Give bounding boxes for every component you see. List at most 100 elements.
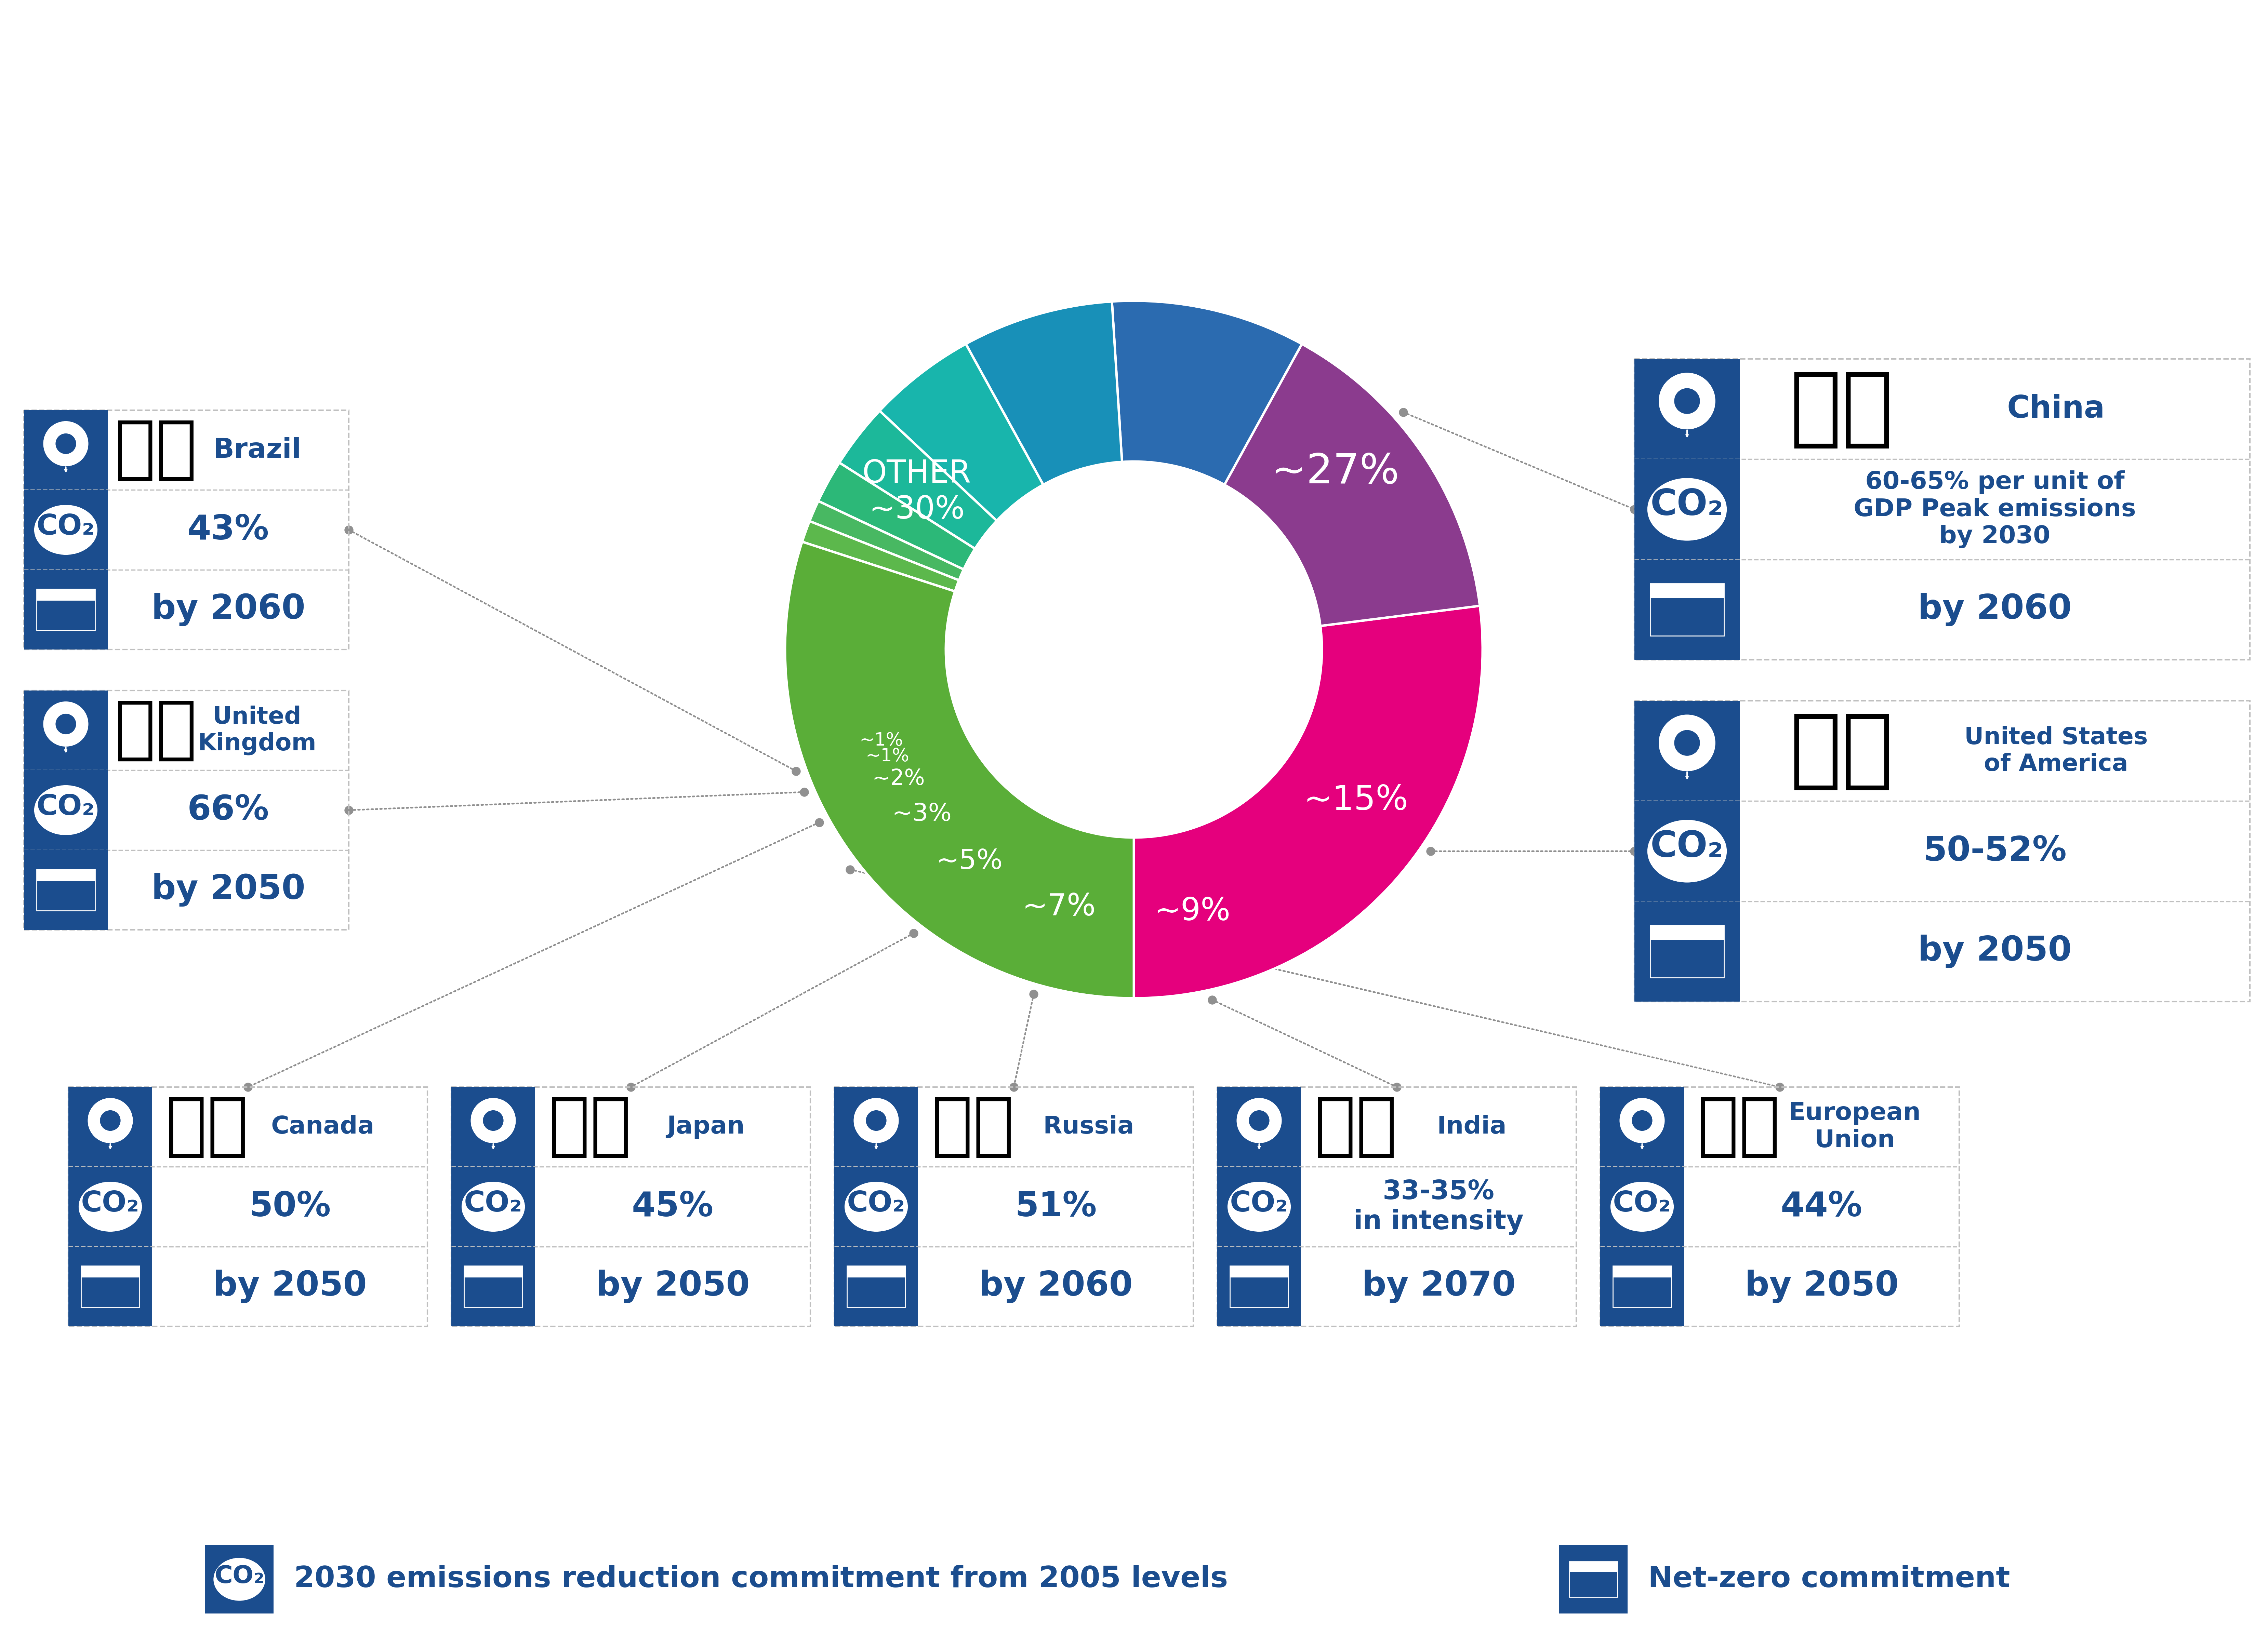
- FancyBboxPatch shape: [204, 1546, 274, 1613]
- Ellipse shape: [213, 1559, 265, 1600]
- FancyBboxPatch shape: [846, 1266, 905, 1307]
- Text: China: China: [2007, 394, 2105, 425]
- FancyBboxPatch shape: [1229, 1266, 1288, 1307]
- Circle shape: [1250, 1111, 1270, 1131]
- Text: Canada: Canada: [272, 1114, 374, 1139]
- Text: Brazil: Brazil: [213, 436, 302, 464]
- FancyBboxPatch shape: [68, 1167, 152, 1247]
- Text: United
Kingdom: United Kingdom: [197, 706, 318, 755]
- Text: ~5%: ~5%: [937, 848, 1002, 874]
- Text: CO₂: CO₂: [1651, 830, 1724, 864]
- Circle shape: [43, 701, 88, 747]
- Circle shape: [1633, 1111, 1651, 1131]
- Text: CO₂: CO₂: [36, 513, 95, 541]
- Wedge shape: [819, 462, 975, 569]
- Text: CO₂: CO₂: [82, 1190, 138, 1217]
- FancyBboxPatch shape: [1635, 801, 1740, 902]
- FancyBboxPatch shape: [25, 410, 107, 490]
- Wedge shape: [803, 521, 959, 592]
- Text: ~27%: ~27%: [1270, 453, 1399, 492]
- Text: CO₂: CO₂: [36, 792, 95, 820]
- Text: 🇬🇧: 🇬🇧: [116, 698, 197, 763]
- FancyBboxPatch shape: [82, 1266, 141, 1307]
- Ellipse shape: [34, 505, 98, 554]
- Ellipse shape: [1227, 1181, 1290, 1232]
- FancyBboxPatch shape: [1613, 1266, 1672, 1307]
- Circle shape: [88, 1098, 132, 1142]
- FancyBboxPatch shape: [25, 490, 107, 570]
- FancyBboxPatch shape: [835, 1087, 919, 1167]
- Text: 🇪🇺: 🇪🇺: [1699, 1093, 1780, 1160]
- Text: CO₂: CO₂: [1651, 489, 1724, 523]
- FancyBboxPatch shape: [68, 1087, 152, 1167]
- FancyBboxPatch shape: [1635, 902, 1740, 1002]
- Text: 50%: 50%: [249, 1190, 331, 1224]
- FancyBboxPatch shape: [1601, 1167, 1683, 1247]
- Circle shape: [1674, 730, 1699, 755]
- Text: 🇯🇵: 🇯🇵: [549, 1093, 631, 1160]
- Text: by 2050: by 2050: [213, 1270, 367, 1304]
- FancyBboxPatch shape: [1635, 459, 1740, 559]
- Circle shape: [1658, 714, 1715, 771]
- Text: Japan: Japan: [667, 1114, 744, 1139]
- Circle shape: [1674, 389, 1699, 413]
- Text: ~2%: ~2%: [873, 768, 925, 789]
- Circle shape: [57, 714, 75, 734]
- Text: 🇧🇷: 🇧🇷: [116, 417, 197, 484]
- FancyBboxPatch shape: [1613, 1266, 1672, 1278]
- FancyBboxPatch shape: [1558, 1546, 1628, 1613]
- Text: OTHER
~30%: OTHER ~30%: [862, 459, 971, 525]
- Text: ~1%: ~1%: [866, 747, 909, 765]
- Circle shape: [1619, 1098, 1665, 1142]
- FancyBboxPatch shape: [36, 588, 95, 600]
- FancyBboxPatch shape: [25, 691, 107, 770]
- Text: 44%: 44%: [1780, 1190, 1862, 1224]
- Text: 🇺🇸: 🇺🇸: [1789, 709, 1894, 792]
- Wedge shape: [880, 343, 1043, 521]
- Text: by 2060: by 2060: [980, 1270, 1132, 1304]
- Ellipse shape: [79, 1181, 141, 1232]
- Text: by 2050: by 2050: [1919, 935, 2071, 969]
- FancyBboxPatch shape: [68, 1247, 152, 1327]
- Text: ~7%: ~7%: [1023, 892, 1095, 922]
- FancyBboxPatch shape: [1218, 1167, 1302, 1247]
- FancyBboxPatch shape: [1651, 583, 1724, 598]
- FancyBboxPatch shape: [25, 770, 107, 850]
- Text: Net-zero commitment: Net-zero commitment: [1649, 1565, 2009, 1593]
- Text: India: India: [1438, 1114, 1506, 1139]
- Wedge shape: [810, 502, 964, 580]
- Text: CO₂: CO₂: [215, 1565, 265, 1588]
- Text: 33-35%
in intensity: 33-35% in intensity: [1354, 1178, 1524, 1235]
- Text: 60-65% per unit of
GDP Peak emissions
by 2030: 60-65% per unit of GDP Peak emissions by…: [1853, 471, 2136, 549]
- Text: ~9%: ~9%: [1154, 895, 1229, 926]
- Text: CO₂: CO₂: [1229, 1190, 1288, 1217]
- Text: by 2050: by 2050: [596, 1270, 751, 1304]
- FancyBboxPatch shape: [82, 1266, 141, 1278]
- Text: 51%: 51%: [1014, 1190, 1098, 1224]
- FancyBboxPatch shape: [1635, 359, 1740, 459]
- Circle shape: [866, 1111, 887, 1131]
- FancyBboxPatch shape: [451, 1167, 535, 1247]
- Wedge shape: [1225, 343, 1479, 626]
- Wedge shape: [966, 302, 1123, 485]
- FancyBboxPatch shape: [451, 1247, 535, 1327]
- Circle shape: [100, 1111, 120, 1131]
- FancyBboxPatch shape: [36, 869, 95, 910]
- FancyBboxPatch shape: [1569, 1562, 1617, 1596]
- Text: 50-52%: 50-52%: [1923, 835, 2066, 868]
- Text: 2030 emissions reduction commitment from 2005 levels: 2030 emissions reduction commitment from…: [295, 1565, 1227, 1593]
- FancyBboxPatch shape: [846, 1266, 905, 1278]
- Text: 🇨🇳: 🇨🇳: [1789, 368, 1894, 451]
- Wedge shape: [785, 542, 1134, 998]
- FancyBboxPatch shape: [835, 1247, 919, 1327]
- Ellipse shape: [463, 1181, 524, 1232]
- FancyBboxPatch shape: [465, 1266, 522, 1307]
- Circle shape: [57, 433, 75, 454]
- Wedge shape: [1134, 606, 1483, 998]
- Text: CO₂: CO₂: [1613, 1190, 1672, 1217]
- Ellipse shape: [1647, 479, 1726, 541]
- Text: by 2070: by 2070: [1361, 1270, 1515, 1304]
- Text: by 2060: by 2060: [1919, 593, 2071, 626]
- Wedge shape: [839, 410, 996, 549]
- Text: 🇨🇦: 🇨🇦: [166, 1093, 249, 1160]
